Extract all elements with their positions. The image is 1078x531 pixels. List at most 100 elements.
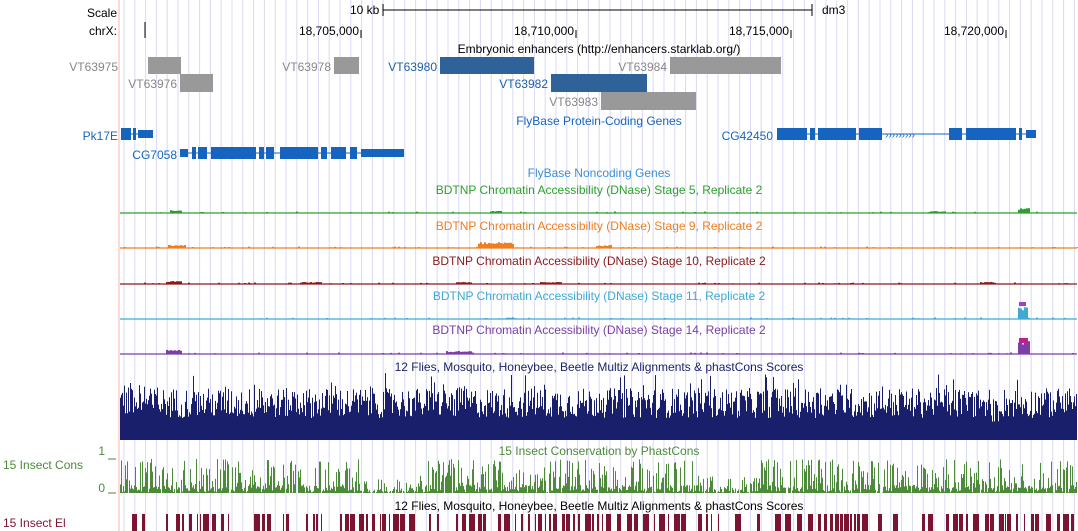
signal-bar bbox=[744, 396, 745, 440]
signal-bar bbox=[971, 476, 972, 493]
signal-bar bbox=[736, 212, 738, 213]
signal-bar bbox=[482, 411, 483, 440]
signal-bar bbox=[467, 397, 468, 440]
signal-bar bbox=[416, 486, 417, 493]
enhancer-feature-vt63984[interactable] bbox=[670, 57, 781, 74]
signal-bar bbox=[741, 389, 742, 440]
signal-bar bbox=[576, 416, 577, 440]
ruler-track[interactable]: Scale 10 kb dm3 chrX: 18,705,000 18,710,… bbox=[87, 3, 1007, 38]
signal-bar bbox=[391, 393, 392, 440]
signal-bar bbox=[622, 247, 624, 248]
signal-bar bbox=[585, 460, 586, 493]
signal-bar bbox=[697, 417, 698, 440]
conservation-track[interactable]: 15 Insect Conservation by PhastCons 15 I… bbox=[3, 444, 1077, 495]
gene-label-pk17e[interactable]: Pk17E bbox=[83, 129, 118, 143]
signal-bar bbox=[932, 211, 934, 213]
enhancer-feature-vt63976[interactable] bbox=[180, 74, 213, 92]
enhancer-label-vt63975[interactable]: VT63975 bbox=[69, 60, 118, 74]
signal-bar bbox=[782, 412, 783, 440]
signal-bar bbox=[698, 388, 699, 440]
signal-bar bbox=[529, 405, 530, 440]
signal-bar bbox=[774, 390, 775, 440]
signal-bar bbox=[894, 485, 895, 493]
dnase-stage10-track[interactable]: BDTNP Chromatin Accessibility (DNase) St… bbox=[120, 254, 1077, 285]
signal-bar bbox=[761, 460, 762, 493]
signal-bar bbox=[730, 407, 731, 440]
enhancer-feature-vt63983[interactable] bbox=[601, 92, 696, 110]
signal-bar bbox=[493, 464, 494, 493]
enhancer-label-vt63976[interactable]: VT63976 bbox=[128, 77, 177, 91]
signal-bar bbox=[1073, 402, 1074, 440]
signal-bar bbox=[1028, 486, 1029, 493]
signal-bar bbox=[166, 414, 167, 440]
signal-bar bbox=[1036, 411, 1037, 440]
signal-bar bbox=[638, 481, 639, 493]
signal-bar bbox=[135, 467, 136, 493]
enhancer-feature-vt63982[interactable] bbox=[551, 74, 647, 92]
element-block bbox=[515, 514, 516, 531]
signal-bar bbox=[1000, 411, 1001, 440]
signal-bar bbox=[215, 478, 216, 493]
signal-bar bbox=[1066, 467, 1067, 493]
enhancer-label-vt63980[interactable]: VT63980 bbox=[388, 60, 437, 74]
signal-bar bbox=[930, 392, 931, 440]
signal-bar bbox=[639, 459, 640, 493]
signal-bar bbox=[470, 406, 471, 440]
enhancer-label-vt63983[interactable]: VT63983 bbox=[549, 95, 598, 109]
signal-bar bbox=[828, 491, 829, 493]
signal-bar bbox=[668, 463, 669, 493]
signal-bar bbox=[934, 211, 936, 213]
enhancer-label-vt63984[interactable]: VT63984 bbox=[618, 60, 667, 74]
signal-bar bbox=[249, 389, 250, 440]
multiz-track[interactable]: 12 Flies, Mosquito, Honeybee, Beetle Mul… bbox=[120, 360, 1077, 440]
dnase-stage11-track[interactable]: BDTNP Chromatin Accessibility (DNase) St… bbox=[120, 289, 1077, 320]
signal-bar bbox=[124, 491, 125, 493]
signal-bar bbox=[274, 467, 275, 493]
signal-bar bbox=[1055, 412, 1056, 440]
signal-bar bbox=[385, 491, 386, 493]
signal-bar bbox=[634, 416, 635, 440]
signal-bar bbox=[432, 467, 433, 493]
gene-label-cg7058[interactable]: CG7058 bbox=[132, 148, 177, 162]
enhancer-feature-vt63980[interactable] bbox=[440, 57, 534, 74]
signal-bar bbox=[1015, 483, 1016, 493]
conservation-track-label[interactable]: 15 Insect Cons bbox=[3, 458, 83, 472]
enhancer-label-vt63982[interactable]: VT63982 bbox=[499, 77, 548, 91]
scale-value: 10 kb bbox=[350, 3, 380, 17]
signal-bar bbox=[224, 409, 225, 440]
dnase-stage14-track[interactable]: BDTNP Chromatin Accessibility (DNase) St… bbox=[120, 323, 1077, 355]
gene-label-cg42450[interactable]: CG42450 bbox=[722, 129, 774, 143]
elements-track[interactable]: 12 Flies, Mosquito, Honeybee, Beetle Mul… bbox=[3, 499, 1074, 531]
signal-bar bbox=[398, 246, 400, 248]
enhancer-feature-vt63975[interactable] bbox=[148, 57, 181, 74]
protein-coding-genes-track[interactable]: FlyBase Protein-Coding Genes Pk17E CG705… bbox=[83, 114, 1036, 162]
signal-bar bbox=[793, 383, 794, 440]
gene-feature-cg7058[interactable] bbox=[180, 147, 404, 159]
signal-bar bbox=[582, 489, 583, 493]
dnase-stage5-track[interactable]: BDTNP Chromatin Accessibility (DNase) St… bbox=[120, 183, 1077, 214]
signal-bar bbox=[494, 411, 495, 440]
elements-track-label[interactable]: 15 Insect El bbox=[3, 516, 66, 530]
gene-feature-pk17e[interactable] bbox=[121, 128, 153, 140]
signal-bar bbox=[971, 394, 972, 440]
signal-bar bbox=[172, 410, 173, 440]
signal-bar bbox=[1028, 317, 1030, 319]
signal-bar bbox=[130, 383, 131, 440]
signal-bar bbox=[581, 491, 582, 493]
signal-bar bbox=[242, 489, 243, 493]
signal-bar bbox=[208, 388, 209, 440]
signal-bar bbox=[1000, 459, 1001, 493]
enhancer-feature-vt63978[interactable] bbox=[334, 57, 359, 74]
signal-bar bbox=[463, 486, 464, 493]
signal-bar bbox=[849, 407, 850, 440]
dnase-stage9-track[interactable]: BDTNP Chromatin Accessibility (DNase) St… bbox=[120, 219, 1078, 249]
enhancer-label-vt63978[interactable]: VT63978 bbox=[282, 60, 331, 74]
strand-arrows-icon: ››››››››› bbox=[885, 130, 915, 141]
signal-bar bbox=[779, 398, 780, 440]
signal-bar bbox=[608, 245, 610, 248]
signal-bar bbox=[361, 404, 362, 440]
signal-bar bbox=[256, 408, 257, 440]
gene-feature-cg42450[interactable]: ››››››››› bbox=[777, 128, 1036, 141]
enhancers-track[interactable]: Embryonic enhancers (http://enhancers.st… bbox=[69, 42, 781, 110]
